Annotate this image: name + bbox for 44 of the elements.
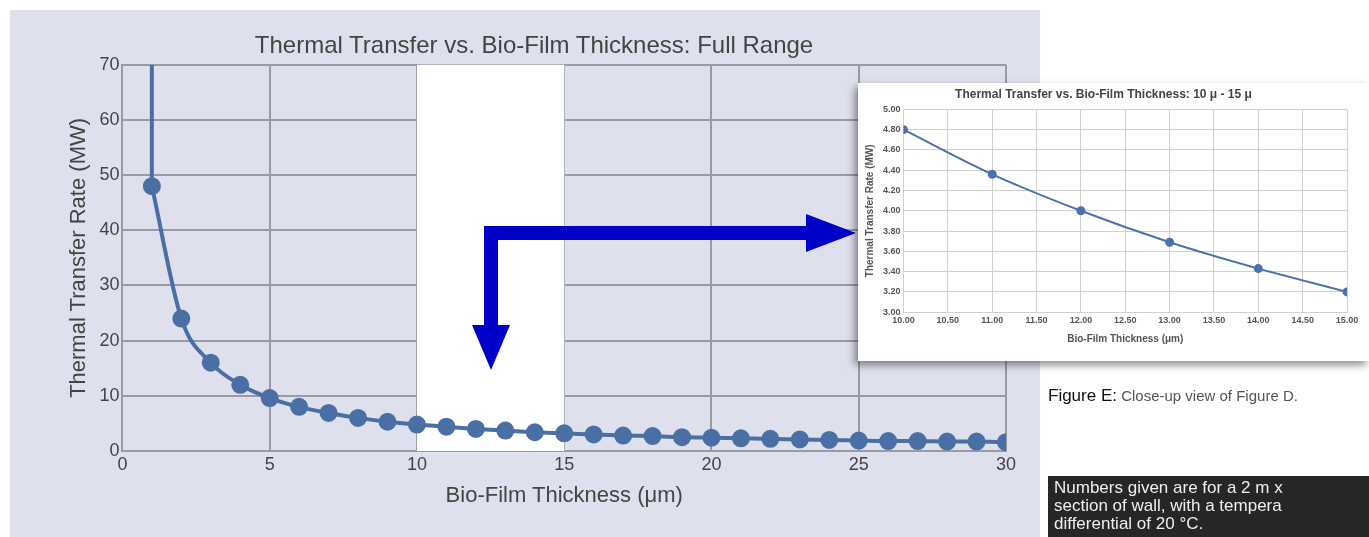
text: Figure E: Close-up view of Figure D.: [1048, 386, 1298, 406]
y-tick-label: 4.00: [882, 205, 901, 216]
y-tick-label: 10: [99, 384, 120, 405]
y-axis-title: Thermal Transfer Rate (MW): [863, 144, 875, 278]
y-tick-label: 0: [109, 439, 120, 460]
y-tick-label: 20: [99, 329, 120, 350]
y-tick-label: 3.40: [882, 266, 901, 277]
x-axis-title: Bio-Film Thickness (μm): [1067, 332, 1184, 344]
y-tick-label: 3.00: [882, 306, 901, 317]
y-tick-label: 70: [99, 53, 120, 74]
x-axis-title: Bio-Film Thickness (μm): [445, 481, 683, 507]
x-tick-label: 14.50: [1291, 315, 1314, 326]
x-tick-label: 10.00: [892, 315, 915, 326]
y-axis-title: Thermal Transfer Rate (MW): [65, 117, 91, 398]
y-tick-label: 4.80: [882, 124, 901, 135]
x-tick-label: 13.00: [1158, 315, 1181, 326]
y-tick-label: 4.60: [882, 144, 901, 155]
x-tick-label: 20: [701, 453, 722, 474]
x-tick-label: 11.50: [1025, 315, 1048, 326]
y-tick-label: 4.40: [882, 164, 901, 175]
x-tick-label: 25: [848, 453, 869, 474]
x-tick-label: 30: [995, 453, 1017, 474]
x-tick-label: 15: [554, 453, 575, 474]
x-tick-label: 14.00: [1247, 315, 1270, 326]
chart-title: Thermal Transfer vs. Bio-Film Thickness: 10 μ - 15 μ: [955, 86, 1252, 101]
x-tick-label: 13.50: [1202, 315, 1226, 326]
y-tick-label: 40: [99, 219, 120, 240]
y-tick-label: 50: [99, 164, 120, 185]
x-tick-label: 12.50: [1113, 315, 1137, 326]
x-tick-label: 10: [406, 453, 427, 474]
x-tick-label: 5: [264, 453, 275, 474]
y-tick-label: 60: [99, 108, 120, 129]
x-tick-label: 12.00: [1069, 315, 1093, 326]
x-tick-label: 11.00: [981, 315, 1004, 326]
text: Numbers given are for a 2 m x section of wall, with a tempera differential of 20 °C.: [1048, 476, 1369, 537]
y-tick-label: 30: [99, 274, 120, 295]
y-tick-label: 4.20: [882, 185, 901, 195]
y-tick-label: 3.60: [882, 245, 901, 256]
x-tick-label: 10.50: [936, 315, 960, 326]
y-tick-label: 5.00: [882, 103, 901, 114]
y-tick-label: 3.20: [882, 286, 901, 297]
y-tick-label: 3.80: [882, 225, 901, 236]
chart-title: Thermal Transfer vs. Bio-Film Thickness: Full Range: [254, 31, 814, 59]
x-tick-label: 15.00: [1335, 315, 1359, 326]
